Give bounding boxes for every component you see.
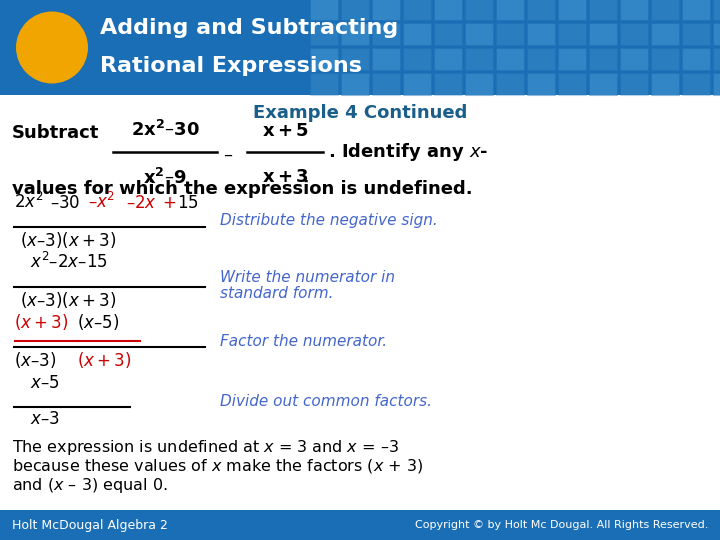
Text: $\mathbf{x + 3}$: $\mathbf{x + 3}$: [261, 168, 308, 186]
Text: Adding and Subtracting: Adding and Subtracting: [100, 18, 398, 38]
Bar: [713, 23, 720, 45]
Bar: [713, 0, 720, 20]
Text: Rational Expressions: Rational Expressions: [100, 56, 362, 76]
Bar: [589, 48, 617, 70]
Text: Copyright © by Holt Mc Dougal. All Rights Reserved.: Copyright © by Holt Mc Dougal. All Right…: [415, 520, 708, 530]
Bar: [527, 48, 555, 70]
Text: The expression is undefined at $x$ = 3 and $x$ = –3: The expression is undefined at $x$ = 3 a…: [12, 438, 399, 457]
Bar: [620, 73, 648, 95]
Bar: [682, 23, 710, 45]
Text: $\mathbf{x^2 – 9}$: $\mathbf{x^2 – 9}$: [143, 168, 186, 188]
Bar: [651, 73, 679, 95]
Bar: [372, 73, 400, 95]
Bar: [589, 0, 617, 20]
Bar: [434, 0, 462, 20]
Bar: [682, 0, 710, 20]
Bar: [341, 23, 369, 45]
Bar: [341, 0, 369, 20]
Bar: [558, 48, 586, 70]
Bar: [0, 510, 720, 540]
Bar: [620, 0, 648, 20]
Bar: [434, 23, 462, 45]
Text: standard form.: standard form.: [220, 287, 333, 301]
Text: $– x^2$: $– x^2$: [88, 192, 115, 212]
Bar: [527, 73, 555, 95]
Text: values for which the expression is undefined.: values for which the expression is undef…: [12, 180, 472, 198]
Bar: [651, 23, 679, 45]
Bar: [310, 48, 338, 70]
Bar: [558, 0, 586, 20]
Ellipse shape: [16, 11, 88, 84]
Bar: [372, 23, 400, 45]
Bar: [310, 73, 338, 95]
Text: $(x + 3)$: $(x + 3)$: [14, 312, 68, 332]
Bar: [434, 73, 462, 95]
Text: Factor the numerator.: Factor the numerator.: [220, 334, 387, 349]
Text: $+$: $+$: [162, 194, 176, 212]
Text: $(x – 3)(x + 3)$: $(x – 3)(x + 3)$: [20, 290, 116, 310]
Bar: [651, 0, 679, 20]
Text: $\mathbf{–}$: $\mathbf{–}$: [223, 146, 233, 164]
Text: $x – 3$: $x – 3$: [30, 410, 60, 428]
Text: $x – 5$: $x – 5$: [30, 374, 60, 392]
Text: $2x^2$: $2x^2$: [14, 192, 43, 212]
Bar: [341, 48, 369, 70]
Bar: [713, 73, 720, 95]
Bar: [403, 48, 431, 70]
Bar: [465, 23, 493, 45]
Text: $(x – 3)(x + 3)$: $(x – 3)(x + 3)$: [20, 230, 116, 250]
Text: $– 30$: $– 30$: [50, 194, 81, 212]
Text: $– 2x$: $– 2x$: [126, 194, 157, 212]
Bar: [496, 23, 524, 45]
Text: $\mathbf{x + 5}$: $\mathbf{x + 5}$: [261, 122, 308, 140]
Text: $(x – 5)$: $(x – 5)$: [77, 312, 120, 332]
Bar: [558, 73, 586, 95]
Bar: [527, 23, 555, 45]
Text: . Identify any $\mathit{x}$-: . Identify any $\mathit{x}$-: [328, 141, 488, 163]
Bar: [713, 48, 720, 70]
Bar: [465, 48, 493, 70]
Bar: [465, 73, 493, 95]
Text: $\mathbf{2x^2 – 30}$: $\mathbf{2x^2 – 30}$: [130, 120, 199, 140]
Bar: [651, 48, 679, 70]
Text: Write the numerator in: Write the numerator in: [220, 269, 395, 285]
Text: because these values of $x$ make the factors ($x$ + 3): because these values of $x$ make the fac…: [12, 457, 423, 475]
Bar: [620, 48, 648, 70]
Text: Divide out common factors.: Divide out common factors.: [220, 395, 432, 409]
Bar: [372, 0, 400, 20]
Bar: [496, 73, 524, 95]
Text: $15$: $15$: [177, 194, 199, 212]
Text: Distribute the negative sign.: Distribute the negative sign.: [220, 213, 438, 227]
Bar: [496, 48, 524, 70]
Bar: [589, 73, 617, 95]
Bar: [620, 23, 648, 45]
Bar: [341, 73, 369, 95]
Text: $(x + 3)$: $(x + 3)$: [77, 350, 131, 370]
Text: Subtract: Subtract: [12, 124, 99, 142]
Bar: [465, 0, 493, 20]
Text: Example 4 Continued: Example 4 Continued: [253, 104, 467, 122]
Bar: [527, 0, 555, 20]
Text: and ($x$ – 3) equal 0.: and ($x$ – 3) equal 0.: [12, 476, 168, 495]
Bar: [0, 0, 720, 95]
Bar: [403, 0, 431, 20]
Bar: [310, 0, 338, 20]
Bar: [682, 48, 710, 70]
Bar: [403, 73, 431, 95]
Bar: [403, 23, 431, 45]
Bar: [310, 23, 338, 45]
Bar: [496, 0, 524, 20]
Text: $(x – 3)$: $(x – 3)$: [14, 350, 56, 370]
Text: Holt McDougal Algebra 2: Holt McDougal Algebra 2: [12, 518, 168, 531]
Text: $x^2 – 2x – 15$: $x^2 – 2x – 15$: [30, 252, 108, 272]
Bar: [682, 73, 710, 95]
Bar: [589, 23, 617, 45]
Bar: [372, 48, 400, 70]
Bar: [434, 48, 462, 70]
Bar: [558, 23, 586, 45]
